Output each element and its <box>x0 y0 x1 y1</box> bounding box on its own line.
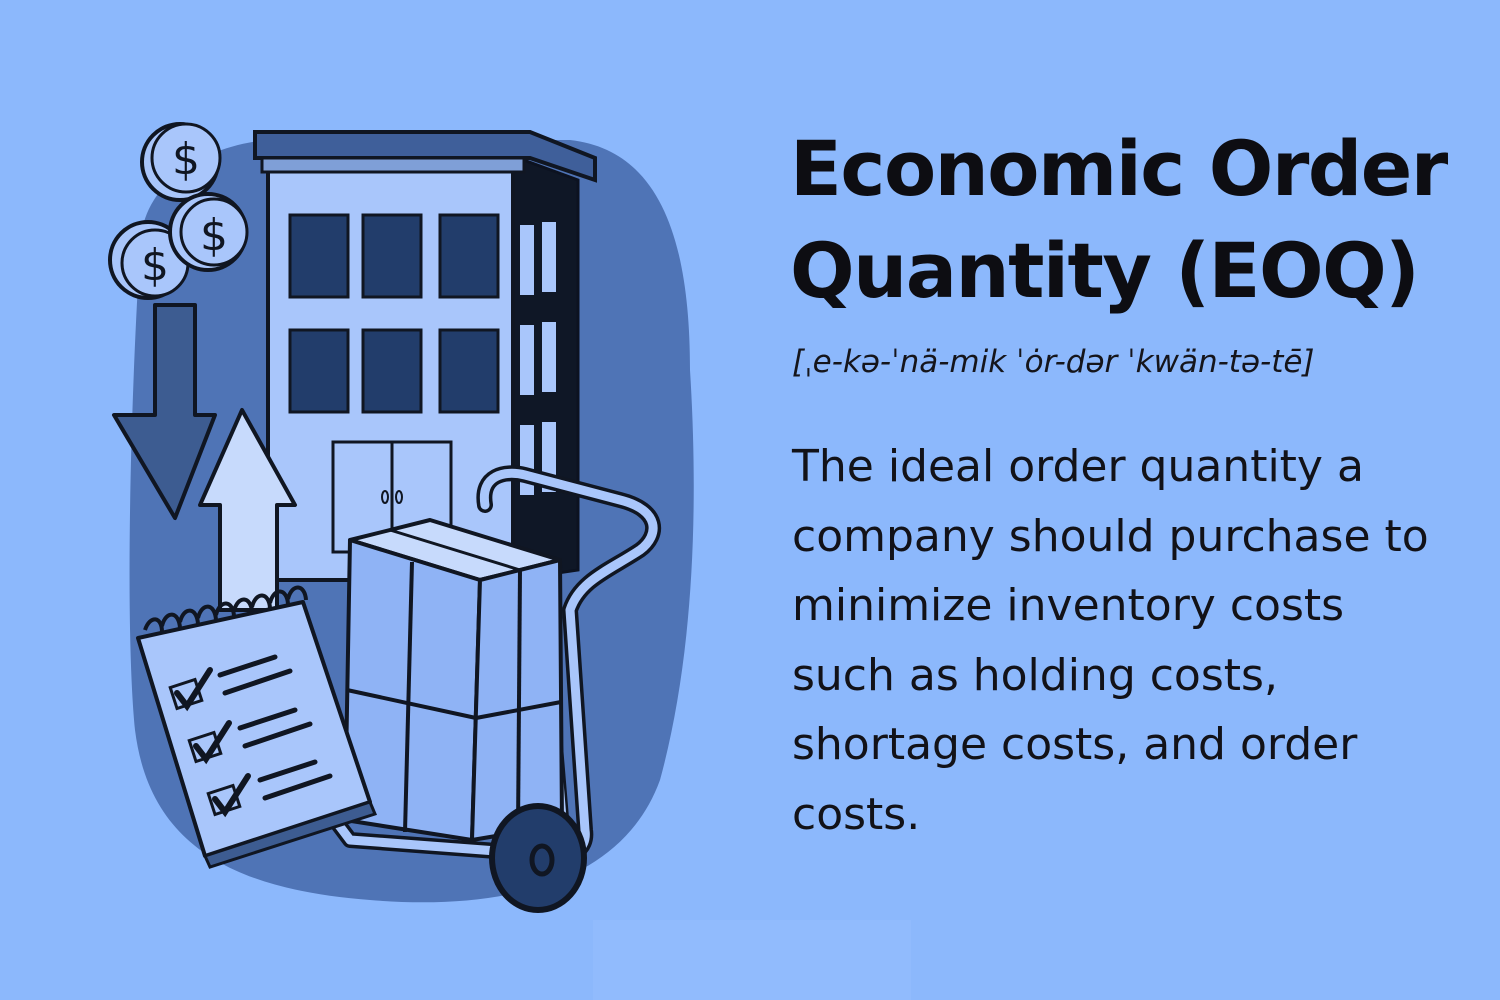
title-line-1: Economic Order <box>790 124 1448 213</box>
svg-text:$: $ <box>172 134 200 185</box>
text-panel: Economic Order Quantity (EOQ) [ˌe-kə-ˈnä… <box>790 118 1480 849</box>
footer-strip <box>593 920 911 1000</box>
page-title: Economic Order Quantity (EOQ) <box>790 118 1480 322</box>
svg-text:$: $ <box>200 210 228 261</box>
svg-text:$: $ <box>141 240 169 291</box>
coin-stack-icon: $ $ $ <box>108 122 249 300</box>
eoq-illustration: $ $ $ <box>100 110 720 930</box>
definition-text: The ideal order quantity a company shoul… <box>792 441 1429 840</box>
title-line-2: Quantity (EOQ) <box>790 226 1420 315</box>
arrow-down-icon <box>112 303 217 520</box>
illustration-canvas: $ $ $ <box>108 122 694 913</box>
wheel-icon <box>489 803 587 913</box>
checklist-notepad-icon <box>136 585 378 869</box>
building-icon <box>253 130 597 582</box>
stacked-boxes-icon <box>343 518 564 842</box>
pronunciation: [ˌe-kə-ˈnä-mik ˈȯr-dər ˈkwän-tə-tē] <box>792 344 1315 380</box>
arrow-up-icon <box>198 408 297 612</box>
